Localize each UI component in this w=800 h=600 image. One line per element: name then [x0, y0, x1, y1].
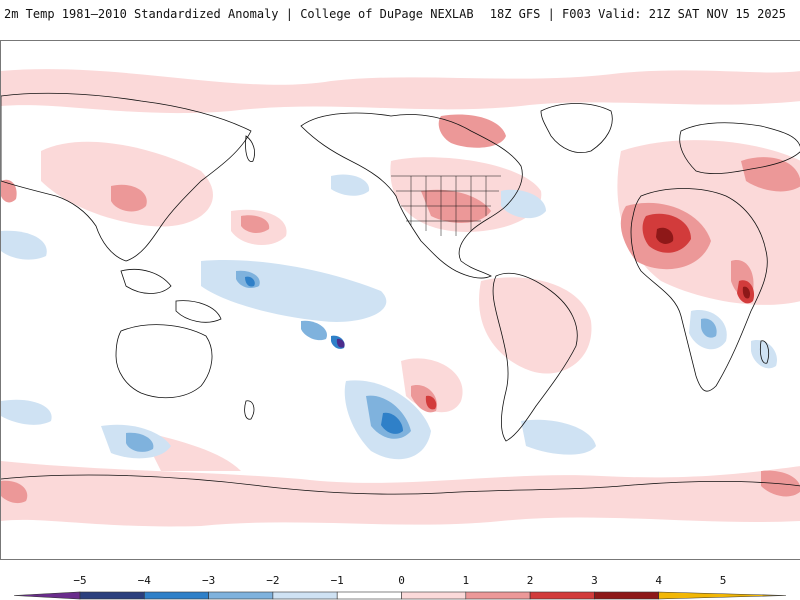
legend-tick-label: 0 — [398, 574, 405, 587]
legend-bin — [401, 591, 467, 600]
color-legend: −5 −4 −3 −2 −1 0 1 2 3 4 5 — [0, 568, 800, 600]
anomaly-map-canvas — [1, 41, 800, 559]
legend-bin — [336, 591, 402, 600]
cold-anomaly-extreme — [336, 338, 345, 348]
model-run-valid-time: 18Z GFS | F003 Valid: 21Z SAT NOV 15 202… — [489, 7, 786, 21]
legend-bin — [79, 591, 145, 600]
legend-tick-label: −2 — [266, 574, 279, 587]
legend-tick-label: −4 — [138, 574, 152, 587]
warm-anomaly-extreme — [656, 227, 751, 299]
legend-arrow-min — [13, 591, 81, 600]
legend-bin — [272, 591, 338, 600]
legend-tick-label: −3 — [202, 574, 215, 587]
legend-arrow-max — [658, 591, 787, 600]
legend-bin — [594, 591, 660, 600]
legend-tick-label: 5 — [720, 574, 727, 587]
legend-bin — [529, 591, 595, 600]
legend-tick-label: 1 — [462, 574, 469, 587]
map-header: 2m Temp 1981–2010 Standardized Anomaly |… — [0, 0, 800, 40]
legend-bin — [465, 591, 531, 600]
legend-tick-label: 2 — [527, 574, 534, 587]
legend-bin — [144, 591, 209, 600]
state-borders — [391, 175, 501, 236]
legend-tick-label: −1 — [331, 574, 344, 587]
legend-canvas: −5 −4 −3 −2 −1 0 1 2 3 4 5 — [13, 574, 787, 600]
product-title: 2m Temp 1981–2010 Standardized Anomaly |… — [4, 7, 474, 21]
anomaly-map[interactable] — [0, 40, 800, 560]
legend-tick-label: −5 — [73, 574, 86, 587]
legend-tick-label: 4 — [655, 574, 662, 587]
legend-tick-label: 3 — [591, 574, 598, 587]
coastlines — [1, 92, 800, 495]
legend-bin — [208, 591, 274, 600]
